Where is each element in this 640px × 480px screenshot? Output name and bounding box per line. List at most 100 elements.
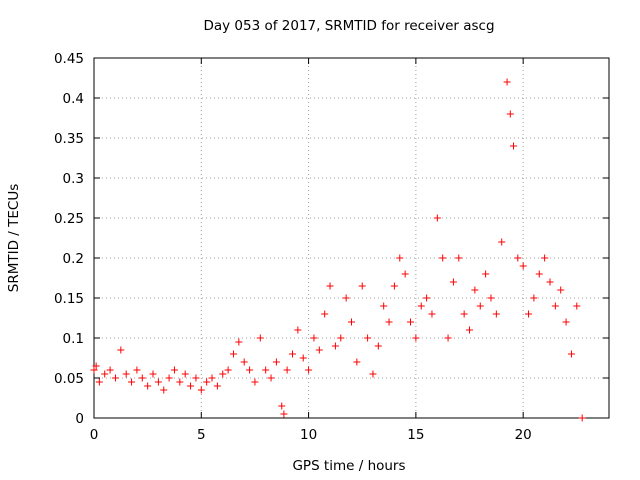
data-point	[471, 286, 479, 294]
data-point	[321, 310, 329, 318]
y-tick-label: 0.05	[54, 371, 84, 387]
data-point	[380, 302, 388, 310]
data-point	[326, 282, 334, 290]
data-point	[203, 378, 211, 386]
data-point	[444, 334, 452, 342]
data-point	[433, 214, 441, 222]
data-point	[541, 254, 549, 262]
data-point	[154, 378, 162, 386]
data-point	[305, 366, 313, 374]
data-point	[492, 310, 500, 318]
data-point	[144, 382, 152, 390]
data-point	[256, 334, 264, 342]
data-point	[138, 374, 146, 382]
data-point	[428, 310, 436, 318]
data-point	[412, 334, 420, 342]
y-tick-label: 0.15	[54, 291, 84, 307]
data-point	[283, 366, 291, 374]
data-point	[90, 366, 98, 374]
y-tick-label: 0.2	[63, 251, 84, 267]
data-point	[439, 254, 447, 262]
data-point	[122, 370, 130, 378]
data-point	[310, 334, 318, 342]
data-point	[160, 386, 168, 394]
data-point	[219, 370, 227, 378]
x-axis-label: GPS time / hours	[292, 458, 405, 474]
data-point	[466, 326, 474, 334]
data-point	[267, 374, 275, 382]
data-point	[165, 374, 173, 382]
data-point	[358, 282, 366, 290]
data-point	[506, 110, 514, 118]
data-point	[525, 310, 533, 318]
data-point	[449, 278, 457, 286]
x-tick-label: 15	[407, 427, 424, 443]
data-point	[197, 386, 205, 394]
data-point	[573, 302, 581, 310]
x-tick-label: 10	[300, 427, 317, 443]
data-point	[170, 366, 178, 374]
data-point	[482, 270, 490, 278]
data-point	[111, 374, 119, 382]
data-point	[476, 302, 484, 310]
data-point	[514, 254, 522, 262]
data-point	[187, 382, 195, 390]
data-point	[192, 374, 200, 382]
data-point	[567, 350, 575, 358]
data-point	[278, 402, 286, 410]
data-point	[133, 366, 141, 374]
data-point	[401, 270, 409, 278]
data-point	[337, 334, 345, 342]
data-points	[90, 78, 586, 422]
y-tick-label: 0.4	[63, 91, 84, 107]
data-point	[95, 378, 103, 386]
data-point	[460, 310, 468, 318]
data-point	[149, 370, 157, 378]
y-tick-label: 0.1	[63, 331, 84, 347]
data-point	[455, 254, 463, 262]
data-point	[240, 358, 248, 366]
y-tick-label: 0.25	[54, 211, 84, 227]
data-point	[106, 366, 114, 374]
data-point	[353, 358, 361, 366]
data-point	[369, 370, 377, 378]
data-point	[364, 334, 372, 342]
data-point	[578, 414, 586, 422]
y-tick-label: 0	[75, 411, 84, 427]
x-tick-label: 5	[197, 427, 206, 443]
data-point	[551, 302, 559, 310]
data-point	[535, 270, 543, 278]
data-point	[557, 286, 565, 294]
data-point	[503, 78, 511, 86]
x-tick-label: 0	[90, 427, 99, 443]
data-point	[128, 378, 136, 386]
data-point	[288, 350, 296, 358]
data-point	[117, 346, 125, 354]
data-point	[92, 362, 100, 370]
data-point	[374, 342, 382, 350]
y-tick-label: 0.45	[54, 51, 84, 67]
data-point	[181, 370, 189, 378]
data-point	[224, 366, 232, 374]
data-point	[294, 326, 302, 334]
data-point	[251, 378, 259, 386]
data-point	[487, 294, 495, 302]
data-point	[562, 318, 570, 326]
data-point	[385, 318, 393, 326]
data-point	[208, 374, 216, 382]
data-point	[510, 142, 518, 150]
data-point	[417, 302, 425, 310]
data-point	[280, 410, 288, 418]
axis-ticks: 0 5 10 15 20 0 0.05 0.1 0.15 0.2 0.25 0.3 0.35 0.4 0.4…	[54, 51, 609, 443]
data-point	[262, 366, 270, 374]
data-point	[396, 254, 404, 262]
data-point	[498, 238, 506, 246]
data-point	[299, 354, 307, 362]
data-point	[246, 366, 254, 374]
y-tick-label: 0.35	[54, 131, 84, 147]
data-point	[390, 282, 398, 290]
data-point	[342, 294, 350, 302]
data-point	[235, 338, 243, 346]
data-point	[348, 318, 355, 326]
